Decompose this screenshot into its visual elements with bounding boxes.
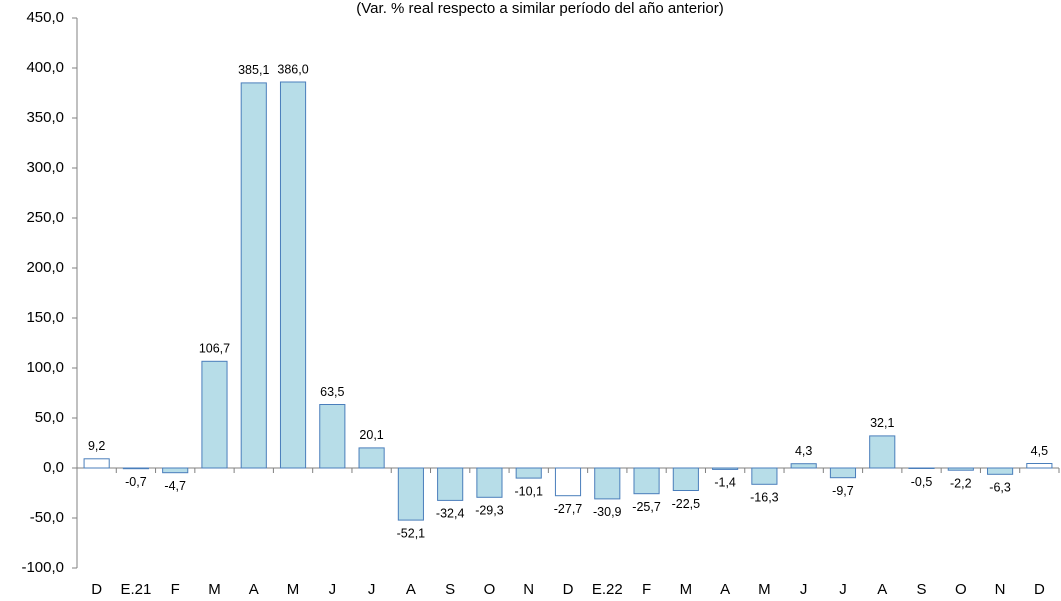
value-label: -0,5 <box>911 475 933 489</box>
bar <box>240 82 267 469</box>
x-tick-label: D <box>563 581 574 598</box>
bar <box>908 467 935 469</box>
x-tick-label: O <box>955 581 967 598</box>
value-label: 4,3 <box>795 444 812 458</box>
bar <box>829 467 857 479</box>
x-tick-label: S <box>445 581 455 598</box>
value-label: -9,7 <box>832 484 854 498</box>
bar <box>162 467 189 474</box>
x-tick-label: A <box>406 581 416 598</box>
value-label: -29,3 <box>475 504 504 518</box>
x-tick-label: E.21 <box>120 581 151 598</box>
value-label: -52,1 <box>397 526 426 540</box>
bar <box>751 467 778 485</box>
bar <box>594 467 621 500</box>
x-tick-label: A <box>877 581 887 598</box>
bar <box>83 458 110 469</box>
value-label: -4,7 <box>164 479 186 493</box>
value-label: -32,4 <box>436 507 465 521</box>
chart-subtitle: (Var. % real respecto a similar período … <box>356 0 723 17</box>
bar <box>554 467 582 497</box>
x-tick-label: M <box>758 581 771 598</box>
bar <box>437 467 464 501</box>
bar <box>790 463 817 469</box>
y-tick-label: 50,0 <box>35 409 64 426</box>
x-tick-label: J <box>329 581 337 598</box>
bar <box>515 467 542 479</box>
bar <box>987 467 1014 475</box>
bar <box>1026 463 1053 469</box>
value-label: -30,9 <box>593 505 622 519</box>
value-label: 32,1 <box>870 416 894 430</box>
bar <box>633 467 660 495</box>
y-tick-label: 250,0 <box>26 209 64 226</box>
bar <box>947 467 974 471</box>
value-label: 63,5 <box>320 385 344 399</box>
value-label: -22,5 <box>672 497 701 511</box>
y-tick-label: 200,0 <box>26 259 64 276</box>
x-tick-label: M <box>680 581 693 598</box>
x-tick-label: D <box>1034 581 1045 598</box>
y-tick-label: 450,0 <box>26 9 64 26</box>
y-tick-label: 150,0 <box>26 309 64 326</box>
bar <box>279 81 307 469</box>
x-tick-label: F <box>171 581 180 598</box>
value-label: -27,7 <box>554 502 583 516</box>
value-label: -1,4 <box>714 476 736 490</box>
x-tick-label: D <box>91 581 102 598</box>
value-label: 385,1 <box>238 63 269 77</box>
bar <box>319 404 346 469</box>
bar <box>358 447 385 469</box>
x-tick-label: E.22 <box>592 581 623 598</box>
bar <box>869 435 896 469</box>
x-tick-label: J <box>839 581 847 598</box>
bar <box>672 467 699 491</box>
value-label: -6,3 <box>989 481 1011 495</box>
value-label: 106,7 <box>199 342 230 356</box>
x-tick-label: J <box>800 581 808 598</box>
bar <box>476 467 503 498</box>
y-tick-label: 400,0 <box>26 59 64 76</box>
bar <box>201 360 228 469</box>
y-tick-label: 300,0 <box>26 159 64 176</box>
y-tick-label: 350,0 <box>26 109 64 126</box>
x-tick-label: M <box>287 581 300 598</box>
bar <box>397 467 424 521</box>
y-tick-label: 0,0 <box>43 459 64 476</box>
y-tick-label: -50,0 <box>30 509 64 526</box>
y-tick-label: -100,0 <box>21 559 64 576</box>
value-label: 9,2 <box>88 439 105 453</box>
x-tick-label: A <box>249 581 259 598</box>
value-label: -16,3 <box>750 491 779 505</box>
x-tick-label: N <box>523 581 534 598</box>
value-label: -2,2 <box>950 476 972 490</box>
value-label: 4,5 <box>1031 444 1048 458</box>
x-tick-label: F <box>642 581 651 598</box>
x-tick-label: M <box>208 581 221 598</box>
value-label: -0,7 <box>125 475 147 489</box>
value-label: 20,1 <box>359 428 383 442</box>
x-tick-label: N <box>995 581 1006 598</box>
x-tick-label: O <box>484 581 496 598</box>
bar <box>712 467 739 470</box>
value-label: -10,1 <box>514 484 543 498</box>
value-label: -25,7 <box>632 500 661 514</box>
bar <box>122 467 149 470</box>
value-label: 386,0 <box>277 62 308 76</box>
x-tick-label: A <box>720 581 730 598</box>
x-tick-label: S <box>917 581 927 598</box>
x-tick-label: J <box>368 581 376 598</box>
y-tick-label: 100,0 <box>26 359 64 376</box>
